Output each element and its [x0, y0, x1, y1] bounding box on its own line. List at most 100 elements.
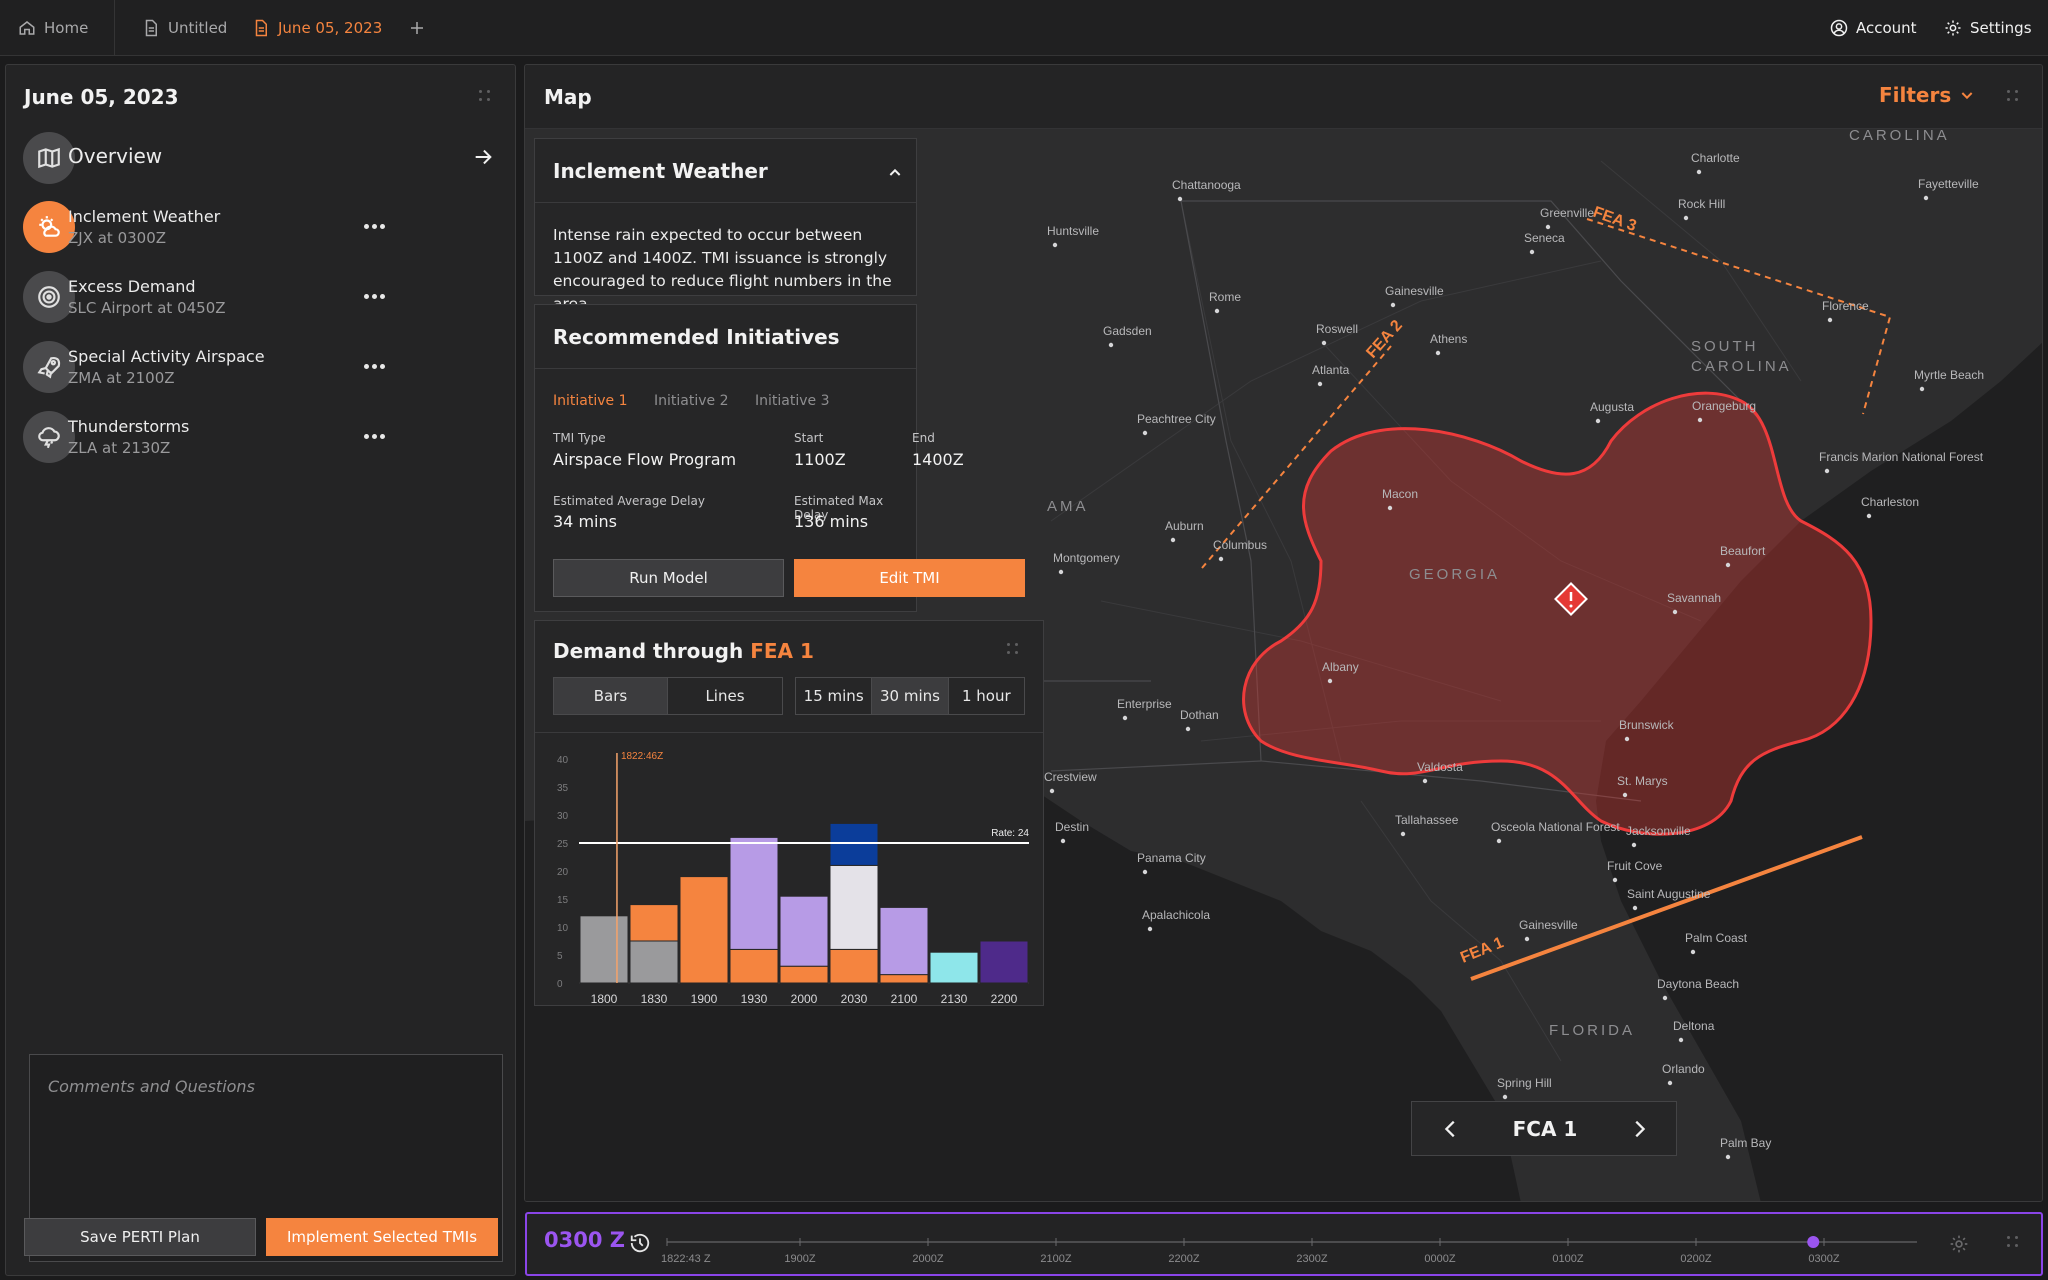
- user-circle-icon: [1830, 19, 1848, 37]
- divider: [535, 732, 1043, 733]
- timeline-handle[interactable]: [1807, 1236, 1820, 1248]
- divider: [535, 202, 916, 203]
- state-label: CAROLINA: [1849, 129, 1950, 144]
- demand-chart[interactable]: 0 5 10 15 20 25 30 35 40 1800 1830 1900 1930 2000 2030…: [535, 733, 1043, 1005]
- chart-bar[interactable]: [829, 864, 879, 950]
- save-plan-button[interactable]: Save PERTI Plan: [24, 1218, 256, 1256]
- home-icon: [19, 21, 35, 35]
- chart-bar[interactable]: [879, 974, 929, 984]
- city-label: Daytona Beach: [1657, 977, 1739, 991]
- city-label: Tallahassee: [1395, 813, 1459, 827]
- interval-60-toggle[interactable]: 1 hour: [961, 687, 1011, 705]
- edit-tmi-button[interactable]: Edit TMI: [794, 559, 1025, 597]
- more-options-icon[interactable]: [364, 434, 386, 440]
- filters-button[interactable]: Filters: [1879, 83, 1975, 107]
- settings-button[interactable]: Settings: [1944, 0, 2032, 56]
- x-tick-label: 1930: [741, 992, 768, 1005]
- chart-bar[interactable]: [629, 904, 679, 942]
- arrow-right-icon[interactable]: [472, 146, 494, 168]
- drag-handle-icon[interactable]: [1007, 643, 1021, 657]
- more-options-icon[interactable]: [364, 224, 386, 230]
- timeline-track[interactable]: 1822:43 Z 1900Z 2000Z 2100Z 2200Z 2300Z 0000Z 0…: [657, 1214, 1957, 1274]
- city-dot: [1632, 905, 1638, 911]
- drag-handle-icon[interactable]: [2007, 1236, 2021, 1250]
- run-model-button[interactable]: Run Model: [553, 559, 784, 597]
- event-title[interactable]: Excess Demand: [68, 277, 196, 296]
- y-tick-label: 25: [557, 839, 569, 850]
- chart-bar[interactable]: [979, 940, 1029, 984]
- add-tab-button[interactable]: [408, 0, 426, 56]
- drag-handle-icon[interactable]: [479, 90, 493, 104]
- avg-delay-value: 34 mins: [553, 512, 617, 531]
- city-label: Charlotte: [1691, 151, 1740, 165]
- chart-bar[interactable]: [629, 940, 679, 984]
- gear-icon[interactable]: [1949, 1234, 1969, 1254]
- weather-card-title: Inclement Weather: [553, 159, 768, 183]
- weather-description: Intense rain expected to occur between 1…: [553, 226, 892, 313]
- chevron-right-icon[interactable]: [1628, 1118, 1650, 1140]
- more-options-icon[interactable]: [364, 294, 386, 300]
- map-roads: [1050, 160, 1802, 1062]
- more-options-icon[interactable]: [364, 364, 386, 370]
- account-button[interactable]: Account: [1830, 0, 1917, 56]
- interval-30-toggle[interactable]: 30 mins: [872, 678, 949, 714]
- tab-untitled[interactable]: Untitled: [142, 0, 227, 56]
- chart-bar[interactable]: [829, 822, 879, 866]
- weather-area[interactable]: [1242, 391, 1873, 836]
- event-title[interactable]: Special Activity Airspace: [68, 347, 265, 366]
- start-value: 1100Z: [794, 450, 846, 469]
- interval-15-toggle[interactable]: 15 mins: [796, 678, 873, 714]
- timeline-tick-label: 1900Z: [784, 1253, 815, 1265]
- city-dot: [1142, 869, 1148, 875]
- chart-bar[interactable]: [879, 906, 929, 976]
- panel-date-title: June 05, 2023: [24, 85, 179, 109]
- drag-handle-icon[interactable]: [2007, 90, 2021, 104]
- tab-initiative-3[interactable]: Initiative 3: [755, 393, 830, 409]
- fea-2-line[interactable]: [1201, 345, 1392, 569]
- event-subtitle: ZJX at 0300Z: [68, 229, 167, 247]
- history-icon[interactable]: [629, 1232, 651, 1254]
- y-tick-label: 20: [557, 867, 569, 878]
- fea-1-line[interactable]: [1470, 835, 1863, 981]
- timeline-tick-label: 0000Z: [1424, 1253, 1455, 1265]
- city-label: Gainesville: [1385, 284, 1444, 298]
- chart-bar[interactable]: [829, 948, 879, 984]
- tab-june-05[interactable]: June 05, 2023: [252, 0, 382, 56]
- tab-initiative-2[interactable]: Initiative 2: [654, 393, 729, 409]
- city-label: Albany: [1322, 660, 1359, 674]
- weather-alert-icon[interactable]: [1554, 582, 1588, 616]
- chart-bar[interactable]: [779, 895, 829, 967]
- chart-bar[interactable]: [729, 836, 779, 950]
- plus-icon: [411, 22, 423, 34]
- city-label: Augusta: [1590, 400, 1634, 414]
- city-dot: [1524, 936, 1530, 942]
- interval-toggle: 15 mins 30 mins 1 hour: [795, 677, 1025, 715]
- chart-bar[interactable]: [679, 876, 729, 984]
- city-dot: [1177, 196, 1183, 202]
- chart-bar[interactable]: [779, 965, 829, 984]
- x-tick-label: 1830: [641, 992, 668, 1005]
- chart-bar[interactable]: [729, 948, 779, 984]
- city-dot: [1502, 1094, 1508, 1100]
- city-label: Athens: [1430, 332, 1467, 346]
- overview-link[interactable]: Overview: [68, 144, 163, 168]
- fea-3-line[interactable]: [1586, 218, 1892, 415]
- implement-tmis-button[interactable]: Implement Selected TMIs: [266, 1218, 498, 1256]
- city-dot: [1435, 350, 1441, 356]
- top-bar: Home Untitled June 05, 2023 Account Sett…: [0, 0, 2048, 56]
- event-title[interactable]: Thunderstorms: [68, 417, 190, 436]
- bars-toggle[interactable]: Bars: [554, 678, 668, 714]
- tab-initiative-1[interactable]: Initiative 1: [553, 393, 628, 409]
- timeline-tick-label: 2300Z: [1296, 1253, 1327, 1265]
- lines-toggle[interactable]: Lines: [705, 687, 745, 705]
- chart-bar[interactable]: [579, 915, 629, 984]
- city-dot: [1631, 842, 1637, 848]
- y-tick-label: 0: [557, 979, 563, 990]
- chevron-left-icon[interactable]: [1440, 1118, 1462, 1140]
- tab-home[interactable]: Home: [18, 0, 88, 56]
- end-label: End: [912, 431, 935, 445]
- event-title[interactable]: Inclement Weather: [68, 207, 221, 226]
- tab-home-label: Home: [44, 19, 89, 37]
- chart-bar[interactable]: [929, 951, 979, 984]
- chevron-up-icon[interactable]: [887, 165, 903, 181]
